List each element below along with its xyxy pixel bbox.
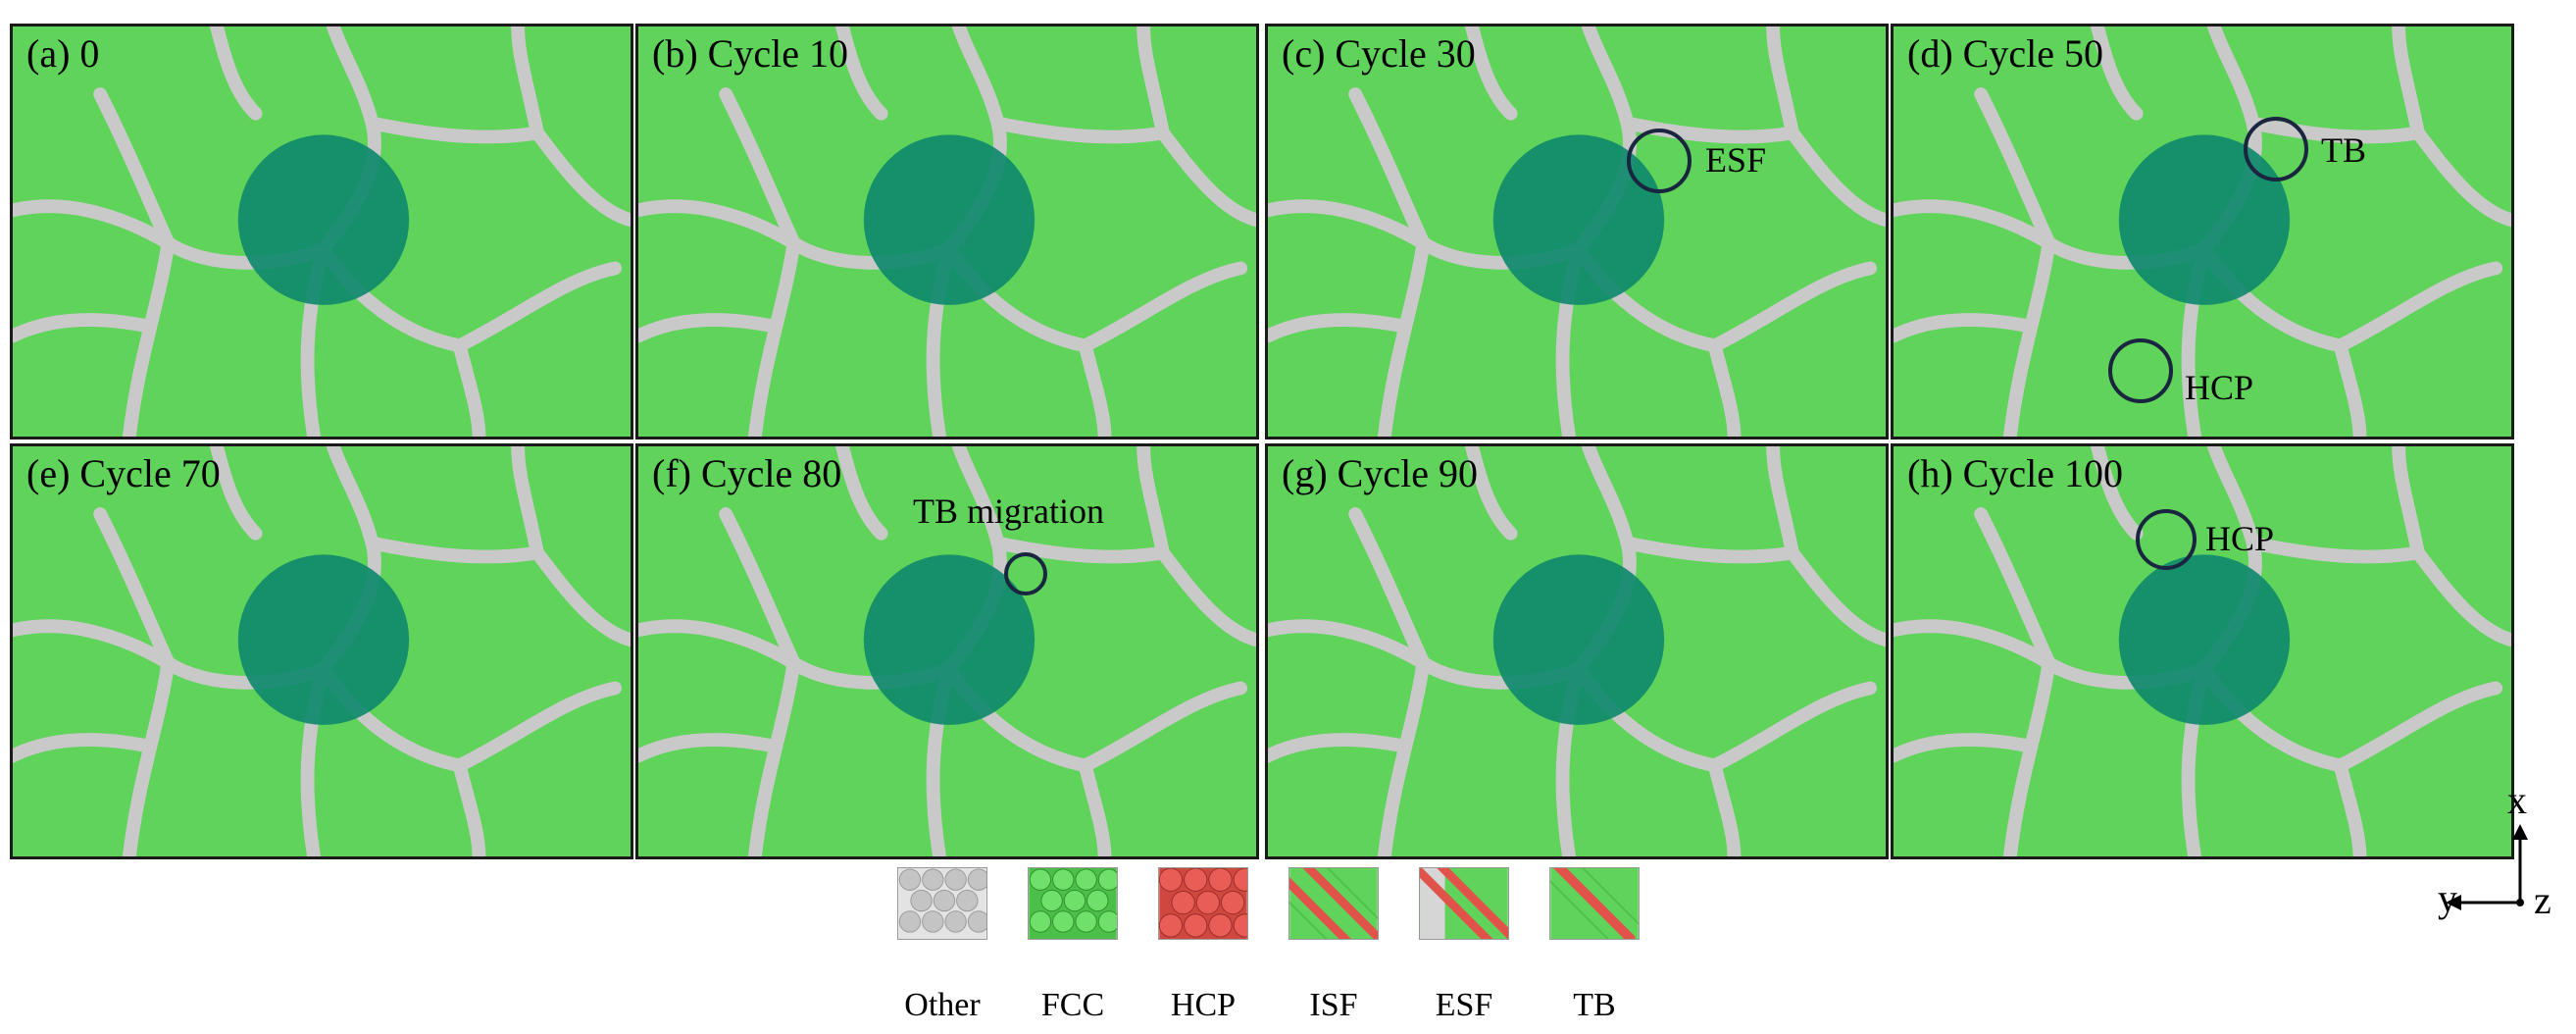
panel-label: (a) 0 bbox=[26, 31, 100, 76]
legend-item-fcc bbox=[1028, 867, 1118, 940]
legend-label-hcp: HCP bbox=[1170, 987, 1237, 1023]
legend-label-esf: ESF bbox=[1435, 987, 1493, 1023]
simulation-snapshot bbox=[638, 26, 1256, 437]
axis-label-z: z bbox=[2534, 878, 2551, 922]
annotation-esf: ESF bbox=[1705, 140, 1767, 180]
panel-d: (d) Cycle 50 TB HCP bbox=[1891, 24, 2514, 439]
isf-swatch-icon bbox=[1288, 867, 1379, 940]
axis-triad-icon bbox=[2446, 824, 2528, 910]
simulation-snapshot bbox=[1268, 26, 1886, 437]
hcp-swatch-icon bbox=[1158, 867, 1248, 940]
legend-item-other bbox=[897, 867, 987, 940]
highlight-circle bbox=[2244, 117, 2308, 181]
legend-item-hcp bbox=[1158, 867, 1248, 940]
legend-label-isf: ISF bbox=[1309, 987, 1358, 1023]
simulation-snapshot bbox=[1894, 446, 2511, 856]
legend-label-fcc: FCC bbox=[1040, 987, 1105, 1023]
legend-item-isf bbox=[1288, 867, 1379, 940]
panel-label: (b) Cycle 10 bbox=[652, 31, 848, 76]
legend-item-tb bbox=[1549, 867, 1640, 940]
panel-c: (c) Cycle 30 ESF bbox=[1265, 24, 1889, 439]
legend-label-tb: TB bbox=[1573, 987, 1616, 1023]
esf-swatch-icon bbox=[1419, 867, 1509, 940]
panel-label: (f) Cycle 80 bbox=[652, 451, 842, 495]
annotation-tb: TB bbox=[2321, 130, 2367, 170]
panel-f: (f) Cycle 80 TB migration bbox=[635, 443, 1259, 859]
panel-h: (h) Cycle 100 HCP bbox=[1891, 443, 2514, 859]
highlight-circle bbox=[2136, 509, 2197, 570]
highlight-circle bbox=[1627, 129, 1692, 193]
highlight-circle bbox=[1004, 552, 1047, 595]
fcc-swatch-icon bbox=[1028, 867, 1118, 940]
other-swatch-icon bbox=[897, 867, 987, 940]
panel-e: (e) Cycle 70 bbox=[10, 443, 633, 859]
annotation-hcp: HCP bbox=[2185, 368, 2254, 407]
tb-swatch-icon bbox=[1549, 867, 1640, 940]
simulation-snapshot bbox=[13, 446, 631, 856]
panel-label: (d) Cycle 50 bbox=[1907, 31, 2103, 76]
axis-label-y: y bbox=[2438, 876, 2457, 920]
panel-g: (g) Cycle 90 bbox=[1265, 443, 1889, 859]
annotation-tb-migration: TB migration bbox=[913, 491, 1104, 531]
simulation-snapshot bbox=[1268, 446, 1886, 856]
panel-label: (h) Cycle 100 bbox=[1907, 451, 2123, 495]
panel-label: (g) Cycle 90 bbox=[1282, 451, 1478, 495]
annotation-hcp: HCP bbox=[2205, 519, 2275, 558]
panel-b: (b) Cycle 10 bbox=[635, 24, 1259, 439]
simulation-snapshot bbox=[13, 26, 631, 437]
legend-label-other: Other bbox=[904, 987, 981, 1023]
legend-item-esf bbox=[1419, 867, 1509, 940]
panel-label: (c) Cycle 30 bbox=[1282, 31, 1476, 76]
axis-label-x: x bbox=[2507, 778, 2527, 822]
highlight-circle bbox=[2108, 338, 2173, 403]
panel-a: (a) 0 bbox=[10, 24, 633, 439]
panel-label: (e) Cycle 70 bbox=[26, 451, 221, 495]
